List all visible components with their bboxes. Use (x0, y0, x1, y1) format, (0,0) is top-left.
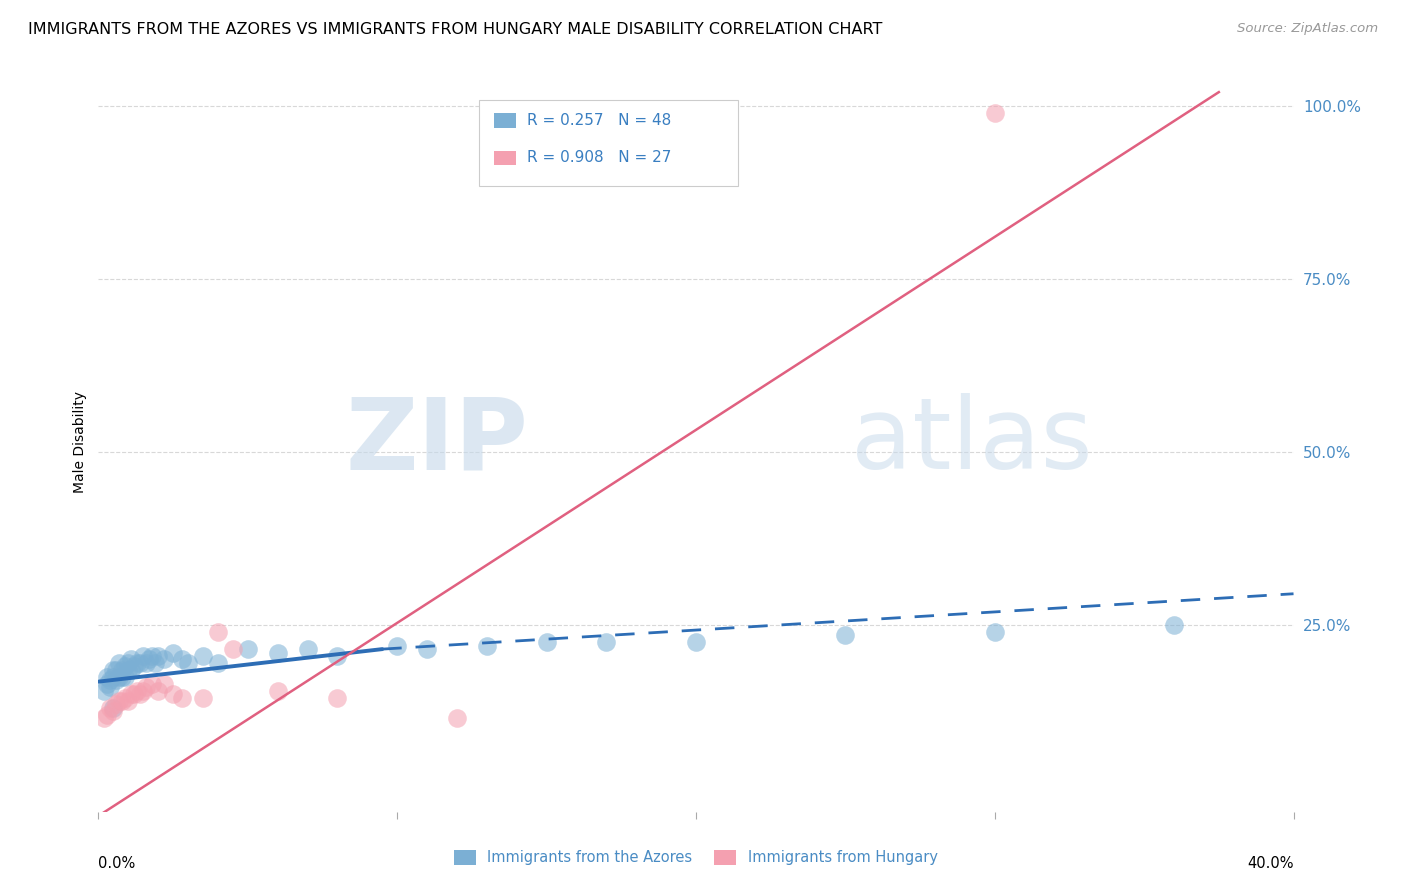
Text: R = 0.908   N = 27: R = 0.908 N = 27 (527, 150, 672, 165)
Point (120, 652, 142, 666)
Point (191, 690, 214, 705)
Y-axis label: Male Disability: Male Disability (73, 391, 87, 492)
Text: atlas: atlas (852, 393, 1092, 490)
Point (141, 676, 163, 690)
Legend: Immigrants from the Azores, Immigrants from Hungary: Immigrants from the Azores, Immigrants f… (449, 844, 943, 871)
Point (834, 628, 856, 642)
Point (93, 683, 115, 698)
Point (326, 648, 349, 663)
Point (177, 656, 200, 670)
Point (114, 670, 136, 684)
Point (475, 639, 498, 653)
Point (117, 656, 139, 670)
Point (105, 698, 128, 712)
Text: R = 0.257   N = 48: R = 0.257 N = 48 (527, 113, 672, 128)
Point (96, 707, 118, 722)
Point (132, 648, 155, 663)
Point (984, 624, 1007, 639)
Point (153, 652, 176, 666)
Point (103, 705, 125, 719)
Point (172, 690, 194, 705)
Point (536, 635, 558, 649)
Point (416, 642, 439, 657)
Point (162, 646, 184, 660)
Point (135, 656, 157, 670)
Point (138, 652, 160, 666)
Point (127, 656, 149, 670)
Point (685, 635, 707, 649)
Point (148, 683, 170, 698)
Text: 40.0%: 40.0% (1247, 856, 1294, 871)
Point (111, 670, 134, 684)
Point (141, 648, 163, 663)
Point (127, 683, 149, 698)
Point (111, 663, 134, 677)
Point (117, 694, 139, 708)
Point (326, 690, 349, 705)
Point (135, 680, 157, 694)
Point (1163, 618, 1185, 632)
Point (385, 639, 409, 653)
Point (103, 701, 125, 715)
Point (103, 663, 125, 677)
Point (162, 687, 184, 701)
Point (96, 670, 118, 684)
Point (129, 687, 152, 701)
Point (103, 670, 125, 684)
Point (984, 106, 1007, 120)
Point (191, 648, 214, 663)
Point (267, 646, 290, 660)
Point (222, 642, 245, 657)
Point (120, 687, 142, 701)
Text: Source: ZipAtlas.com: Source: ZipAtlas.com (1237, 22, 1378, 36)
Point (595, 635, 617, 649)
Point (105, 673, 128, 688)
Point (98, 680, 122, 694)
Point (267, 683, 290, 698)
Point (446, 711, 468, 725)
Text: ZIP: ZIP (346, 393, 529, 490)
Point (114, 690, 136, 705)
Point (108, 656, 131, 670)
Point (132, 683, 155, 698)
Point (153, 676, 176, 690)
Text: IMMIGRANTS FROM THE AZORES VS IMMIGRANTS FROM HUNGARY MALE DISABILITY CORRELATIO: IMMIGRANTS FROM THE AZORES VS IMMIGRANTS… (28, 22, 883, 37)
Point (96, 676, 118, 690)
Point (143, 656, 166, 670)
Point (93, 711, 115, 725)
Point (108, 694, 131, 708)
Point (297, 642, 319, 657)
Point (98, 673, 122, 688)
Point (117, 663, 139, 677)
Text: 0.0%: 0.0% (98, 856, 135, 871)
Point (207, 656, 229, 670)
Point (124, 659, 146, 673)
Point (114, 659, 136, 673)
Point (98, 701, 122, 715)
Point (148, 648, 170, 663)
Point (207, 624, 229, 639)
Point (105, 663, 128, 677)
Point (108, 670, 131, 684)
Point (236, 642, 259, 657)
Point (172, 652, 194, 666)
Point (124, 687, 146, 701)
Point (120, 663, 142, 677)
Point (129, 656, 152, 670)
Point (111, 694, 134, 708)
